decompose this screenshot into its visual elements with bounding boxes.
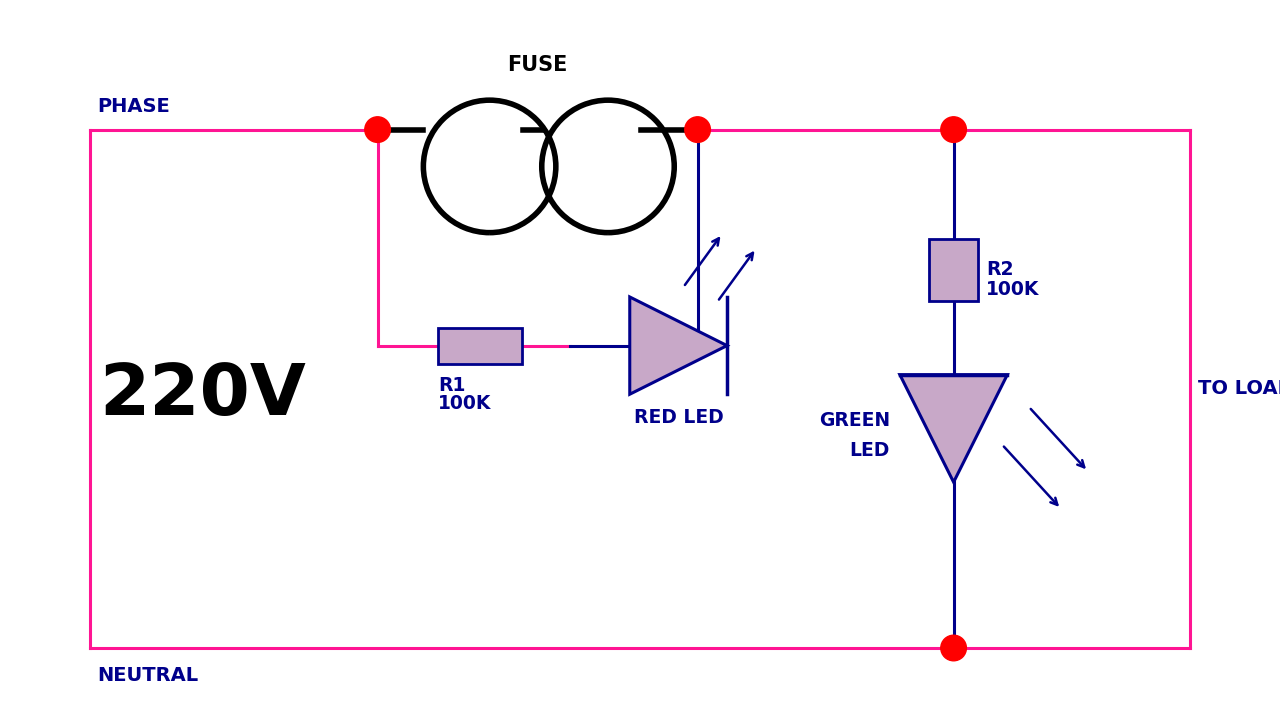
Text: 220V: 220V bbox=[100, 361, 306, 431]
Circle shape bbox=[685, 117, 710, 143]
Text: PHASE: PHASE bbox=[97, 96, 170, 116]
Bar bbox=[929, 239, 978, 301]
Text: R2: R2 bbox=[986, 260, 1014, 279]
Text: 100K: 100K bbox=[986, 280, 1039, 299]
Text: LED: LED bbox=[850, 441, 890, 460]
Text: 100K: 100K bbox=[438, 394, 492, 413]
Bar bbox=[438, 328, 522, 364]
Circle shape bbox=[365, 117, 390, 143]
Text: GREEN: GREEN bbox=[819, 411, 890, 430]
Polygon shape bbox=[630, 297, 727, 395]
Polygon shape bbox=[900, 374, 1007, 482]
Circle shape bbox=[941, 117, 966, 143]
Text: RED LED: RED LED bbox=[634, 408, 723, 427]
Text: R1: R1 bbox=[438, 376, 466, 395]
Text: TO LOAD: TO LOAD bbox=[1198, 379, 1280, 398]
Text: NEUTRAL: NEUTRAL bbox=[97, 666, 198, 685]
Text: FUSE: FUSE bbox=[507, 55, 568, 75]
Circle shape bbox=[941, 635, 966, 661]
